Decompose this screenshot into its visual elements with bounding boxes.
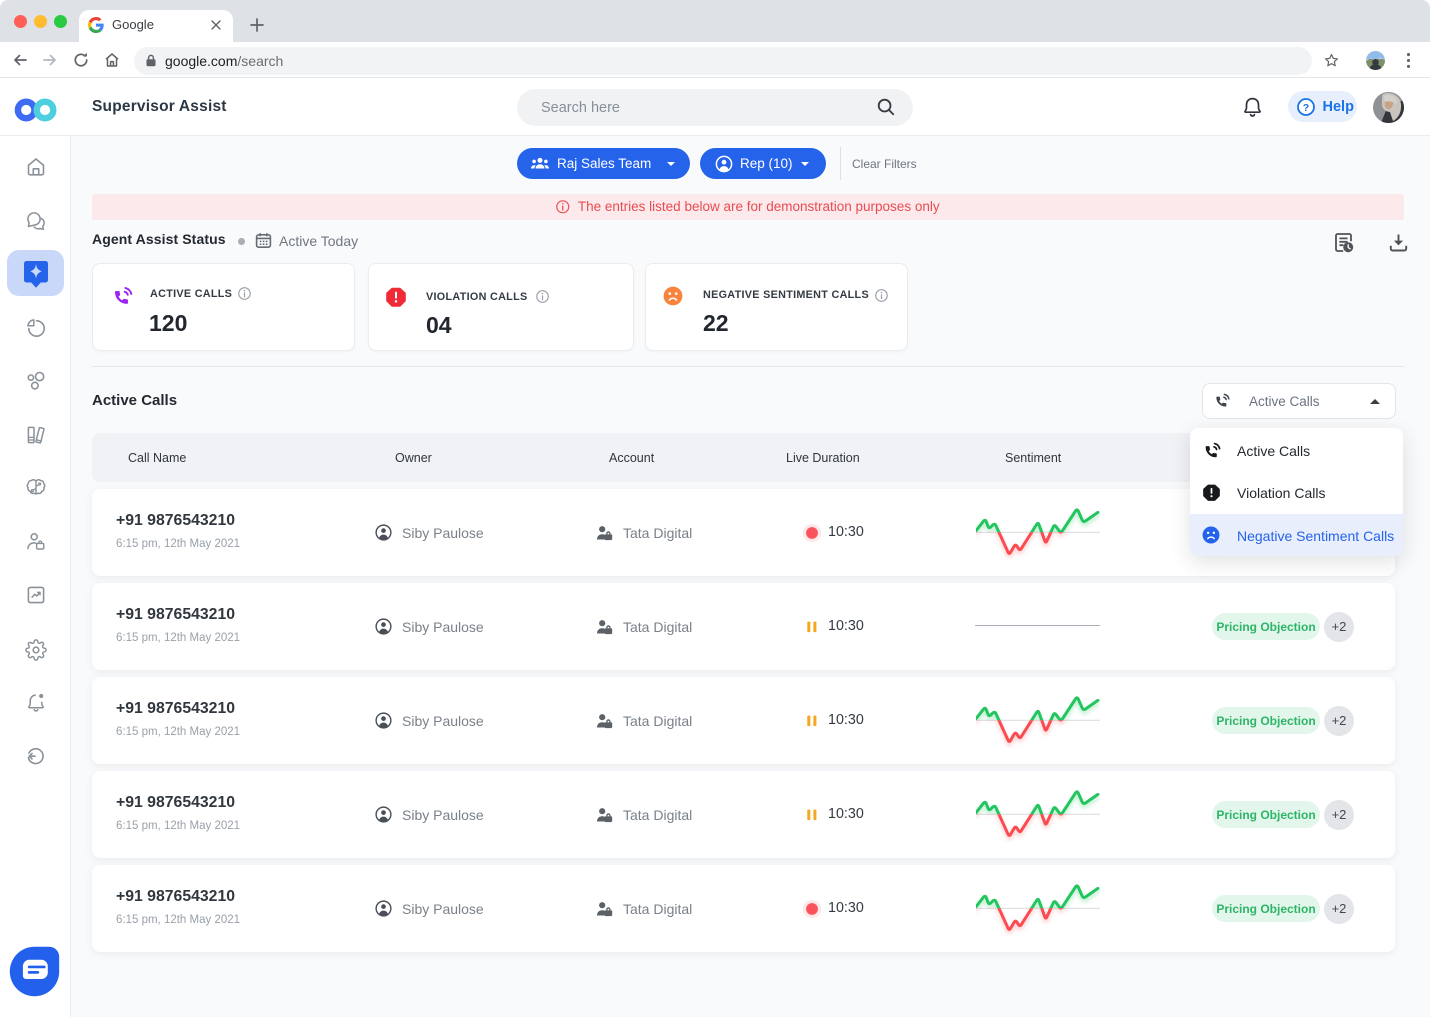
- svg-text:?: ?: [1303, 102, 1309, 114]
